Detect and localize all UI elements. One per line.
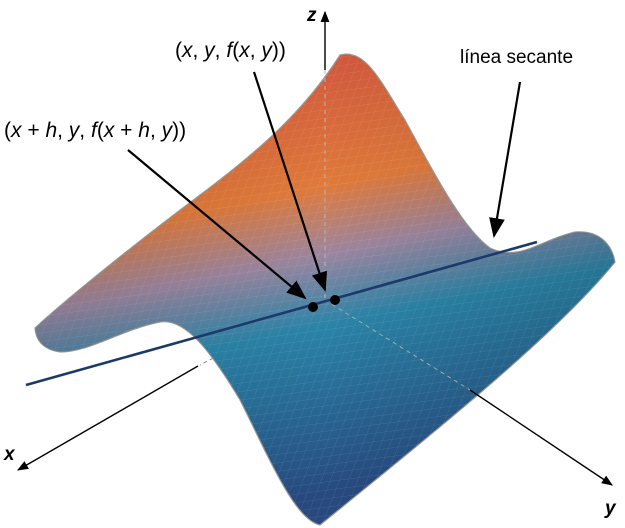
arrow-to-point-x-plus-h bbox=[127, 149, 307, 300]
point-x-plus-h-label: (x + h, y, f(x + h, y)) bbox=[4, 119, 186, 142]
arrow-to-secant bbox=[489, 81, 522, 238]
arrow-to-point-x bbox=[252, 71, 328, 292]
z-axis-label: z bbox=[306, 5, 317, 26]
secant-line bbox=[25, 240, 538, 387]
y-axis bbox=[469, 389, 613, 486]
point-x bbox=[330, 295, 340, 305]
x-axis-label: x bbox=[3, 444, 16, 465]
secant-line-label: línea secante bbox=[460, 47, 573, 68]
point-x-plus-h bbox=[308, 302, 318, 312]
x-axis bbox=[17, 365, 199, 471]
point-x-label: (x, y, f(x, y)) bbox=[175, 39, 286, 62]
y-axis-label: y bbox=[604, 498, 617, 519]
